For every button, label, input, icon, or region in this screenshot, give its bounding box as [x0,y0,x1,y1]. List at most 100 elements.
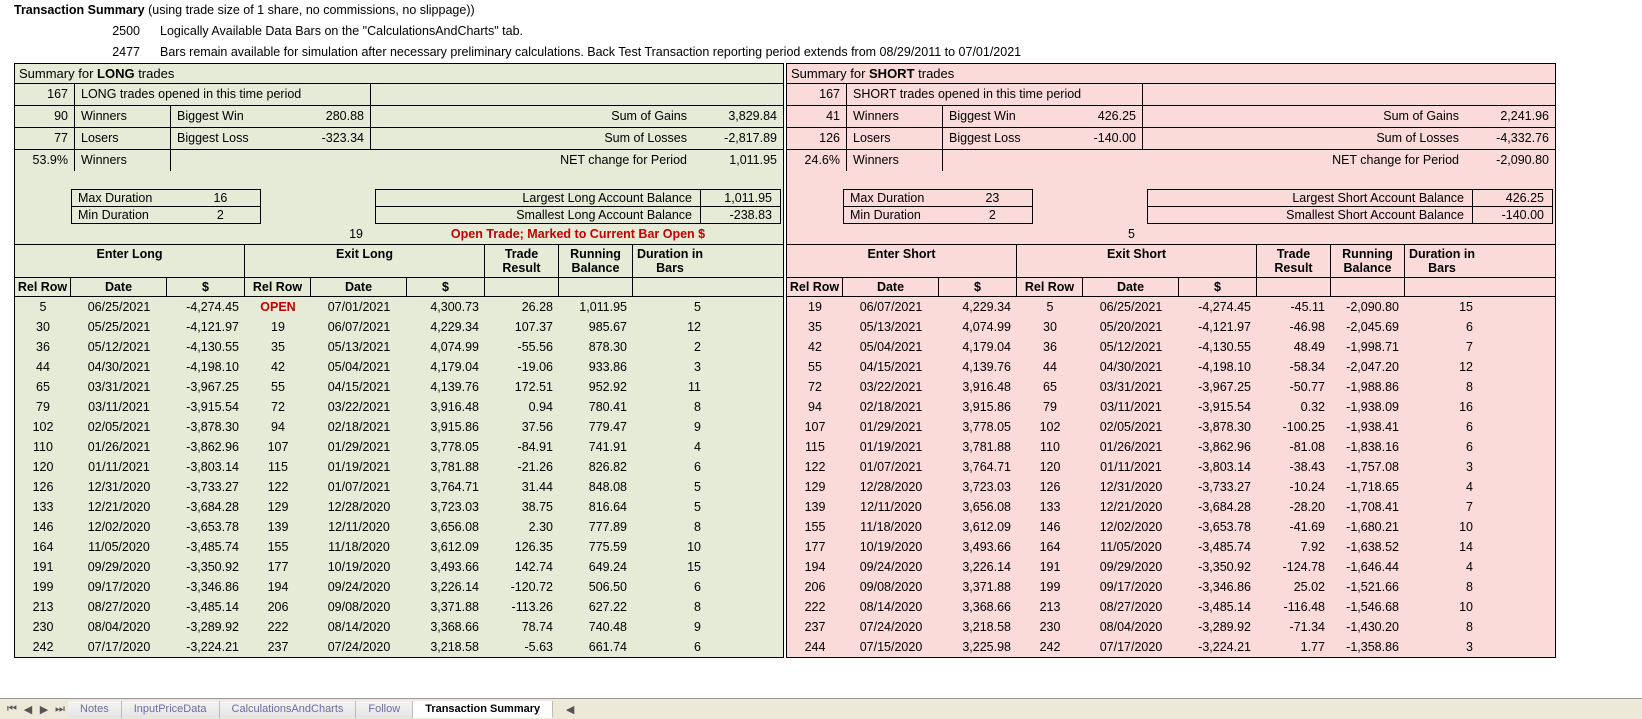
cell-enter-relrow: 146 [15,517,71,537]
table-row[interactable]: 11001/26/2021-3,862.9610701/29/20213,778… [15,437,783,457]
cell-running-balance: 985.67 [559,317,633,337]
sheet-tab[interactable]: Follow [356,701,413,718]
cell-duration: 2 [633,337,707,357]
table-row[interactable]: 4404/30/2021-4,198.104205/04/20214,179.0… [15,357,783,377]
table-row[interactable]: 14612/02/2020-3,653.7813912/11/20203,656… [15,517,783,537]
cell-enter-amount: -3,485.14 [167,597,245,617]
table-row[interactable]: 19909/17/2020-3,346.8619409/24/20203,226… [15,577,783,597]
short-sumloss-t: Sum of Losses [1143,128,1465,149]
table-row[interactable]: 12912/28/20203,723.0312612/31/2020-3,733… [787,477,1555,497]
table-row[interactable]: 10701/29/20213,778.0510202/05/2021-3,878… [787,417,1555,437]
cell-duration: 4 [1405,557,1479,577]
table-row[interactable]: 1906/07/20214,229.34506/25/2021-4,274.45… [787,297,1555,317]
cell-exit-amount: 3,781.88 [407,457,485,477]
cell-exit-amount: 3,493.66 [407,557,485,577]
cell-trade-result: -81.08 [1257,437,1331,457]
cell-exit-amount: -3,915.54 [1179,397,1257,417]
cell-exit-relrow: 44 [1017,357,1083,377]
table-row[interactable]: 15511/18/20203,612.0914612/02/2020-3,653… [787,517,1555,537]
table-row[interactable]: 11501/19/20213,781.8811001/26/2021-3,862… [787,437,1555,457]
cell-exit-date: 12/11/2020 [311,517,407,537]
long-mindur-t: Min Duration [72,207,181,223]
sheet-tab[interactable]: Notes [68,701,122,718]
cell-running-balance: -1,708.41 [1331,497,1405,517]
cell-trade-result: -120.72 [485,577,559,597]
table-row[interactable]: 12612/31/2020-3,733.2712201/07/20213,764… [15,477,783,497]
long-table-header-cols: Rel Row Date $ Rel Row Date $ [15,278,783,297]
cell-duration: 8 [1405,377,1479,397]
table-row[interactable]: 7203/22/20213,916.486503/31/2021-3,967.2… [787,377,1555,397]
cell-enter-relrow: 44 [15,357,71,377]
cell-trade-result: 2.30 [485,517,559,537]
table-row[interactable]: 5504/15/20214,139.764404/30/2021-4,198.1… [787,357,1555,377]
table-row[interactable]: 16411/05/2020-3,485.7415511/18/20203,612… [15,537,783,557]
cell-duration: 6 [1405,417,1479,437]
table-row[interactable]: 4205/04/20214,179.043605/12/2021-4,130.5… [787,337,1555,357]
long-bigwin-v: 280.88 [271,106,371,127]
cell-enter-amount: 3,778.05 [939,417,1017,437]
tabs-container: NotesInputPriceDataCalculationsAndCharts… [68,701,553,718]
cell-exit-amount: 3,778.05 [407,437,485,457]
table-row[interactable]: 17710/19/20203,493.6616411/05/2020-3,485… [787,537,1555,557]
cell-trade-result: 38.75 [485,497,559,517]
cell-enter-amount: 3,781.88 [939,437,1017,457]
table-row[interactable]: 13312/21/2020-3,684.2812912/28/20203,723… [15,497,783,517]
table-row[interactable]: 506/25/2021-4,274.45OPEN07/01/20214,300.… [15,297,783,317]
cell-exit-relrow: 55 [245,377,311,397]
cell-enter-relrow: 206 [787,577,843,597]
tab-scroll-left-icon[interactable]: ◀ [563,702,577,716]
table-row[interactable]: 23707/24/20203,218.5823008/04/2020-3,289… [787,617,1555,637]
tab-nav-first-icon[interactable]: ⏮ [4,701,20,717]
table-row[interactable]: 24207/17/2020-3,224.2123707/24/20203,218… [15,637,783,657]
cell-exit-relrow: 206 [245,597,311,617]
short-result-header: Trade Result [1257,245,1331,277]
table-row[interactable]: 6503/31/2021-3,967.255504/15/20214,139.7… [15,377,783,397]
cell-running-balance: 952.92 [559,377,633,397]
cell-exit-date: 05/13/2021 [311,337,407,357]
sheet-tab[interactable]: CalculationsAndCharts [220,701,357,718]
table-row[interactable]: 24407/15/20203,225.9824207/17/2020-3,224… [787,637,1555,657]
tab-nav-last-icon[interactable]: ⏭ [52,701,68,717]
sheet-tab[interactable]: InputPriceData [122,701,220,718]
cell-exit-relrow: 115 [245,457,311,477]
table-row[interactable]: 13912/11/20203,656.0813312/21/2020-3,684… [787,497,1555,517]
table-row[interactable]: 19409/24/20203,226.1419109/29/2020-3,350… [787,557,1555,577]
table-row[interactable]: 12001/11/2021-3,803.1411501/19/20213,781… [15,457,783,477]
table-row[interactable]: 21308/27/2020-3,485.1420609/08/20203,371… [15,597,783,617]
cell-exit-date: 07/17/2020 [1083,637,1179,657]
cell-trade-result: -28.20 [1257,497,1331,517]
tab-nav-prev-icon[interactable]: ◀ [20,701,36,717]
tab-nav-next-icon[interactable]: ▶ [36,701,52,717]
long-smallest-v: -238.83 [700,207,780,223]
cell-enter-amount: 4,179.04 [939,337,1017,357]
sheet-tab[interactable]: Transaction Summary [413,701,553,718]
short-mindur-v: 2 [953,207,1032,223]
cell-enter-date: 10/19/2020 [843,537,939,557]
table-row[interactable]: 20609/08/20203,371.8819909/17/2020-3,346… [787,577,1555,597]
table-row[interactable]: 7903/11/2021-3,915.547203/22/20213,916.4… [15,397,783,417]
table-row[interactable]: 23008/04/2020-3,289.9222208/14/20203,368… [15,617,783,637]
cell-duration: 10 [1405,597,1479,617]
cell-exit-date: 09/29/2020 [1083,557,1179,577]
cell-enter-date: 07/24/2020 [843,617,939,637]
cell-trade-result: -19.06 [485,357,559,377]
page-title: Transaction Summary [14,3,145,17]
table-row[interactable]: 9402/18/20213,915.867903/11/2021-3,915.5… [787,397,1555,417]
cell-exit-amount: -3,733.27 [1179,477,1257,497]
cell-enter-amount: 4,139.76 [939,357,1017,377]
table-row[interactable]: 19109/29/2020-3,350.9217710/19/20203,493… [15,557,783,577]
sheet-tab-bar: ⏮ ◀ ▶ ⏭ NotesInputPriceDataCalculationsA… [0,698,1642,719]
short-table-header-groups: Enter Short Exit Short Trade Result Runn… [787,244,1555,278]
table-row[interactable]: 10202/05/2021-3,878.309402/18/20213,915.… [15,417,783,437]
table-row[interactable]: 3605/12/2021-4,130.553505/13/20214,074.9… [15,337,783,357]
cell-enter-date: 03/22/2021 [843,377,939,397]
cell-exit-relrow: 42 [245,357,311,377]
cell-enter-amount: 3,764.71 [939,457,1017,477]
table-row[interactable]: 12201/07/20213,764.7112001/11/2021-3,803… [787,457,1555,477]
table-row[interactable]: 3505/13/20214,074.993005/20/2021-4,121.9… [787,317,1555,337]
table-row[interactable]: 3005/25/2021-4,121.971906/07/20214,229.3… [15,317,783,337]
cell-exit-amount: -3,346.86 [1179,577,1257,597]
table-row[interactable]: 22208/14/20203,368.6621308/27/2020-3,485… [787,597,1555,617]
long-panel: Summary for LONG trades 167 LONG trades … [14,63,784,658]
short-balance-header: Running Balance [1331,245,1405,277]
